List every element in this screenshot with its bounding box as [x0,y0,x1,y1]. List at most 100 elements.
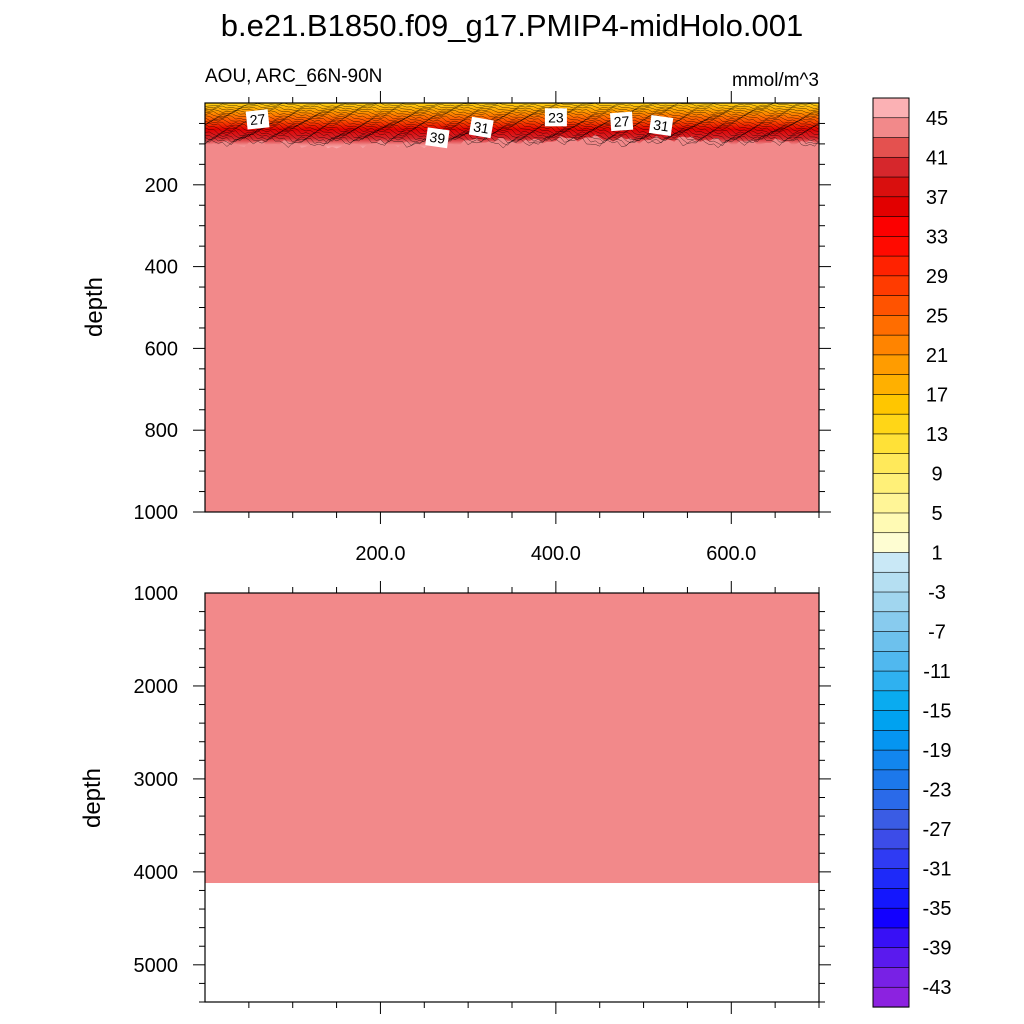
colorbar-label: 41 [926,147,948,169]
colorbar-box [872,433,910,455]
contour-line [205,128,819,140]
panel-left-string: AOU, ARC_66N-90N [205,66,382,87]
colorbar-box [872,868,910,890]
y-tick-label: 4000 [134,862,179,884]
colorbar-label: 37 [926,187,948,209]
colorbar-box [872,967,910,988]
colorbar-box [872,117,910,139]
colorbar-label: 45 [926,108,948,130]
colorbar-box [872,354,910,376]
main-title: b.e21.B1850.f09_g17.PMIP4-midHolo.001 [221,8,804,43]
colorbar-label: -23 [923,780,952,802]
x-tick-label: 400.0 [531,543,581,565]
contour-label-box [609,111,634,132]
deep-water-fill [205,593,819,884]
contour-label-text: 27 [249,111,266,129]
colorbar-box [872,749,910,771]
colorbar-label: -35 [923,898,952,920]
colorbar-label: -7 [928,622,946,644]
contour-line [205,127,819,138]
contour-label: 27 [245,109,270,130]
colorbar-label: -19 [923,740,952,762]
contour-label-text: 27 [613,113,630,130]
colorbar-box [872,907,910,929]
colorbar-box [872,631,910,652]
colorbar-box [872,591,910,613]
contour-label-text: 39 [429,129,447,147]
colorbar-box [872,413,910,435]
contour-label-text: 31 [472,118,490,136]
contour-label: 23 [544,108,567,127]
contour-line [205,132,819,144]
y-tick-label: 2000 [134,676,179,698]
colorbar-label: 5 [931,503,942,525]
colorbar-label: -15 [923,701,952,723]
contour-label-box [648,115,674,136]
upper-panel: 27 39 31 23 27 31 200 400 600 800 1000 200.0 400.0 6… [81,91,831,565]
deep-water-fill [205,103,819,512]
colorbar-label: 1 [931,543,942,565]
colorbar-box [872,571,910,593]
contour-line [205,103,819,108]
colorbar-box [872,888,910,909]
y-tick-label: 5000 [134,955,179,977]
y-tick-label: 1000 [134,502,179,524]
colorbar-label: 21 [926,345,948,367]
colorbar-label: -39 [923,938,952,960]
colorbar-box [872,473,910,494]
contour-line [205,130,819,142]
panel-units: mmol/m^3 [732,70,819,91]
y-tick-label: 1000 [134,583,179,605]
upper-axes: 200 400 600 800 1000 200.0 400.0 600.0 [134,91,831,565]
colorbar-box [872,710,910,731]
colorbar-label: -27 [923,819,952,841]
colorbar-box [872,196,910,218]
contour-labels: 27 39 31 23 27 31 [245,108,674,149]
lower-y-axis-label: depth [79,768,106,828]
lower-axes: 1000 2000 3000 4000 5000 [134,581,831,1014]
colorbar-label: 17 [926,384,948,406]
contour-line [205,125,819,136]
colorbar-box [872,611,910,633]
colorbar-box [872,492,910,514]
colorbar-box [872,947,910,969]
colorbar-box [872,828,910,850]
colorbar-box [872,255,910,277]
contour-line [205,134,819,147]
colorbar-box [872,769,910,791]
contour-label: 31 [648,115,674,136]
colorbar-box [872,730,910,751]
colorbar-box [872,986,910,1008]
colorbar-label: 25 [926,305,948,327]
colorbar-box [872,789,910,810]
x-tick-label: 600.0 [706,543,756,565]
upper-y-axis-label: depth [81,277,108,337]
colorbar-box [872,216,910,237]
contour-line [205,116,819,125]
contour-line [205,119,819,129]
lower-plot-area [205,593,819,1002]
colorbar-box [872,236,910,257]
contour-label-box [544,108,567,127]
colorbar-box [872,453,910,475]
colorbar-box [872,394,910,415]
contour-line [205,118,819,127]
colorbar-label: 29 [926,266,948,288]
contour-line [205,104,819,110]
colorbar-box [872,315,910,336]
colorbar-box [872,374,910,396]
colorbar-box [872,156,910,178]
colorbar-label: 13 [926,424,948,446]
contour-line [205,135,819,149]
lower-panel: 1000 2000 3000 4000 5000 depth [79,581,831,1014]
colorbar-box [872,97,910,119]
colorbar: 45 41 37 33 29 25 21 17 13 9 5 1 -3 -7 -11 -15 -19 -23 -27… [872,97,952,1008]
colorbar-box [872,137,910,158]
colorbar-box [872,275,910,297]
colorbar-frame [872,97,910,1008]
y-tick-label: 200 [145,175,178,197]
colorbar-box [872,295,910,316]
colorbar-label: -43 [923,977,952,999]
colorbar-box [872,927,910,949]
